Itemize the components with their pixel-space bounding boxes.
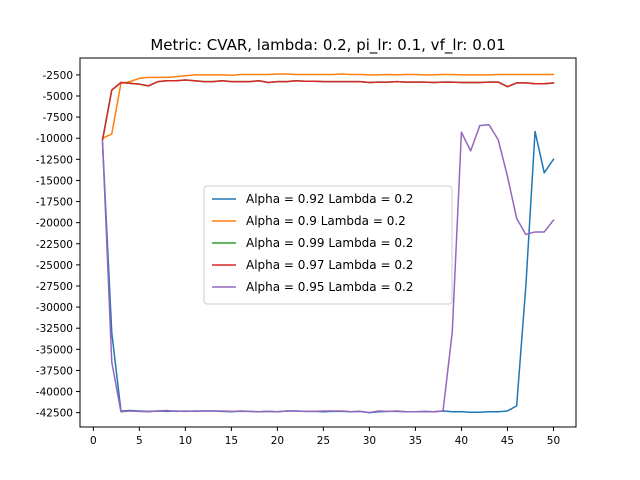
x-tick-label: 25	[317, 435, 330, 447]
chart-title: Metric: CVAR, lambda: 0.2, pi_lr: 0.1, v…	[150, 36, 505, 55]
y-tick-label: -37500	[36, 365, 73, 377]
y-tick-label: -40000	[36, 387, 73, 399]
x-tick-label: 5	[136, 435, 143, 447]
y-tick-label: -7500	[42, 112, 73, 124]
legend-box	[203, 185, 453, 305]
legend-label: Alpha = 0.97 Lambda = 0.2	[246, 258, 413, 272]
y-tick-label: -5000	[42, 91, 73, 103]
x-tick-label: 10	[179, 435, 192, 447]
plot-frame	[79, 57, 577, 428]
y-tick-label: -12500	[36, 154, 73, 166]
y-tick-label: -42500	[36, 408, 73, 420]
series-line-4	[101, 79, 555, 141]
legend-label: Alpha = 0.99 Lambda = 0.2	[246, 236, 413, 250]
y-tick-label: -17500	[36, 197, 73, 209]
x-tick-label: 15	[225, 435, 238, 447]
y-tick-label: -35000	[36, 344, 73, 356]
x-tick-label: 45	[501, 435, 514, 447]
x-tick-label: 30	[363, 435, 376, 447]
legend-label: Alpha = 0.95 Lambda = 0.2	[246, 280, 413, 294]
x-tick-label: 20	[271, 435, 284, 447]
y-axis: -42500 -40000 -37500 -35000 -32500 -30000 -275…	[36, 70, 80, 420]
x-tick-label: 40	[455, 435, 468, 447]
series-layer	[101, 73, 555, 414]
x-tick-label: 35	[409, 435, 422, 447]
x-axis: 0 5 10 15 20 25 30 35 40 45 50	[90, 427, 560, 447]
y-tick-label: -32500	[36, 323, 73, 335]
legend-label: Alpha = 0.92 Lambda = 0.2	[246, 192, 413, 206]
x-tick-label: 50	[547, 435, 560, 447]
y-tick-label: -22500	[36, 239, 73, 251]
series-line-2	[101, 73, 555, 140]
x-tick-label: 0	[90, 435, 97, 447]
legend-label: Alpha = 0.9 Lambda = 0.2	[246, 214, 406, 228]
y-tick-label: -25000	[36, 260, 73, 272]
legend: Alpha = 0.92 Lambda = 0.2 Alpha = 0.9 Lam…	[203, 185, 453, 305]
y-tick-label: -15000	[36, 175, 73, 187]
series-line-5	[101, 123, 555, 414]
y-tick-label: -10000	[36, 133, 73, 145]
y-tick-label: -20000	[36, 218, 73, 230]
y-tick-label: -30000	[36, 302, 73, 314]
y-tick-label: -2500	[42, 70, 73, 82]
y-tick-label: -27500	[36, 281, 73, 293]
